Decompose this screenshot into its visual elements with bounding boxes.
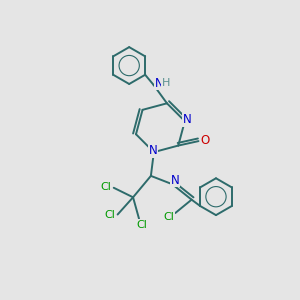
- Text: Cl: Cl: [105, 210, 116, 220]
- Text: N: N: [154, 76, 163, 90]
- Text: N: N: [171, 174, 180, 187]
- Text: H: H: [162, 78, 170, 88]
- Text: O: O: [200, 134, 210, 147]
- Text: Cl: Cl: [136, 220, 147, 230]
- Text: Cl: Cl: [163, 212, 174, 222]
- Text: N: N: [149, 144, 158, 157]
- Text: N: N: [183, 113, 192, 127]
- Text: Cl: Cl: [101, 182, 112, 192]
